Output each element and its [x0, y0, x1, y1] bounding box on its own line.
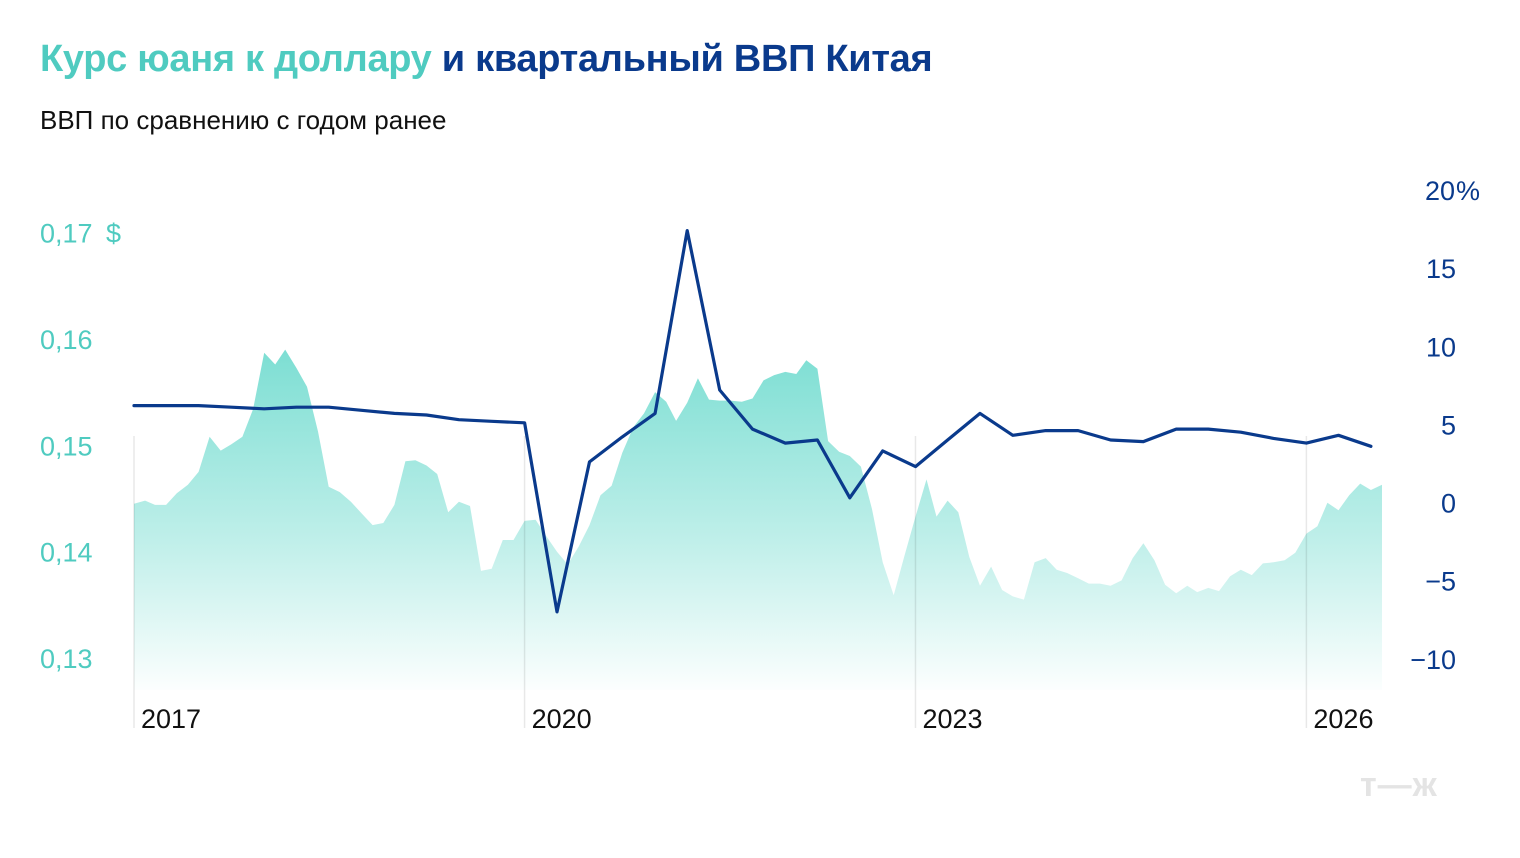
- right-tick-label: 0: [1441, 489, 1456, 519]
- chart-subtitle: ВВП по сравнению с годом ранее: [40, 105, 447, 135]
- left-tick-label: 0,15: [40, 431, 93, 461]
- right-tick-label: −5: [1425, 567, 1456, 597]
- right-tick-label: 20: [1425, 176, 1455, 206]
- x-tick-label: 2017: [141, 704, 201, 734]
- x-tick-label: 2020: [532, 704, 592, 734]
- title-part-gdp: и квартальный ВВП Китая: [441, 38, 933, 80]
- right-tick-label: 15: [1426, 254, 1456, 284]
- chart-title: Курс юаня к доллару и квартальный ВВП Ки…: [40, 38, 933, 81]
- title-part-rate: Курс юаня к доллару: [40, 38, 432, 80]
- left-axis-unit: $: [106, 219, 121, 249]
- yuan-rate-area: [134, 349, 1382, 690]
- right-tick-label: 5: [1441, 410, 1456, 440]
- logo: т—ж: [1360, 766, 1438, 804]
- gdp-line: [132, 229, 1373, 614]
- right-tick-label: −10: [1410, 645, 1456, 675]
- right-tick-label: 10: [1426, 332, 1456, 362]
- x-tick-label: 2023: [923, 704, 983, 734]
- x-tick-label: 2026: [1313, 704, 1373, 734]
- left-tick-label: 0,16: [40, 325, 93, 355]
- left-tick-label: 0,13: [40, 644, 93, 674]
- right-axis-unit: %: [1456, 176, 1480, 206]
- left-tick-label: 0,14: [40, 538, 93, 568]
- left-tick-label: 0,17: [40, 219, 93, 249]
